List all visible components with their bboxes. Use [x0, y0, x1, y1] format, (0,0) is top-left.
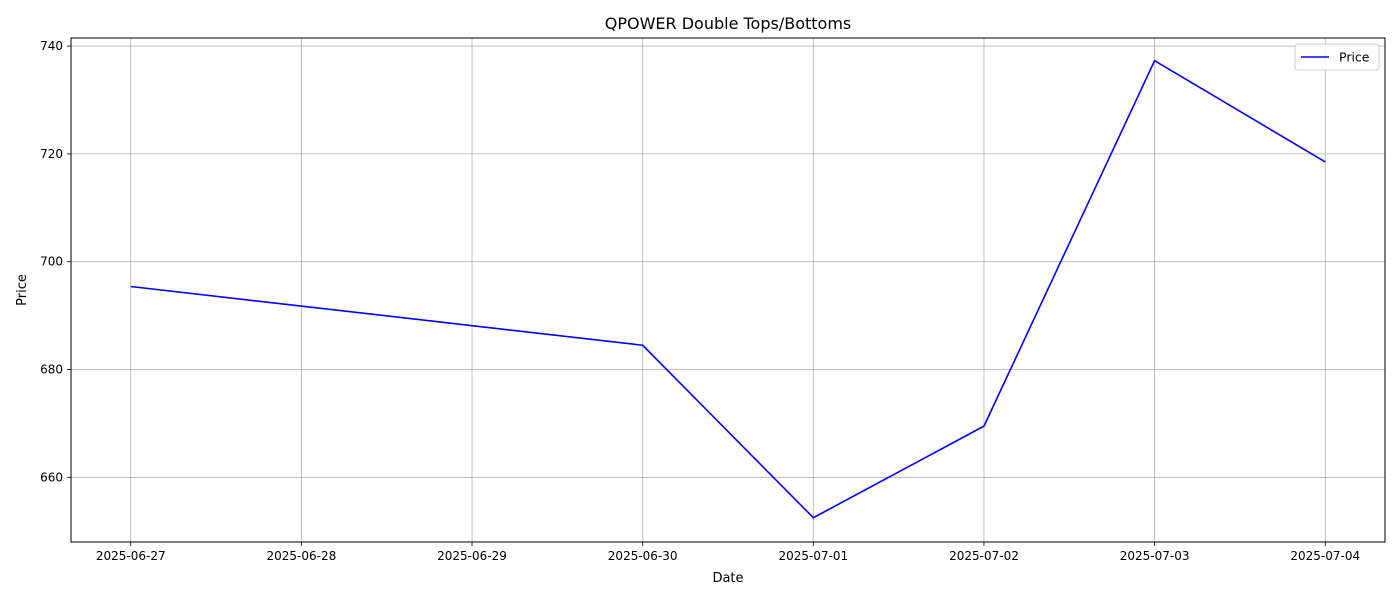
y-tick-label: 680 — [40, 363, 63, 377]
series-line-price — [130, 59, 1326, 519]
x-axis-label: Date — [712, 571, 743, 586]
chart-title: QPOWER Double Tops/Bottoms — [605, 14, 852, 33]
x-axis-ticks: 2025-06-27 2025-06-28 2025-06-29 2025-06-30… — [96, 542, 1360, 563]
legend: Price — [1294, 43, 1380, 71]
x-tick-label: 2025-07-01 — [778, 549, 848, 563]
series-layer — [130, 59, 1326, 519]
x-tick-label: 2025-06-28 — [267, 549, 337, 563]
x-tick-label: 2025-06-29 — [437, 549, 507, 563]
plot-frame — [70, 37, 1386, 543]
y-axis-ticks: 660 680 700 720 740 — [40, 39, 71, 484]
y-tick-label: 740 — [40, 39, 63, 53]
y-axis-label: Price — [15, 274, 30, 306]
gridlines — [71, 38, 1385, 542]
y-tick-label: 700 — [40, 255, 63, 269]
x-tick-label: 2025-06-27 — [96, 549, 166, 563]
y-tick-label: 720 — [40, 147, 63, 161]
x-tick-label: 2025-07-03 — [1120, 549, 1190, 563]
legend-label-price: Price — [1339, 50, 1370, 65]
x-tick-label: 2025-07-04 — [1290, 549, 1360, 563]
y-tick-label: 660 — [40, 470, 63, 484]
x-tick-label: 2025-07-02 — [949, 549, 1019, 563]
legend-box — [1294, 43, 1380, 71]
x-tick-label: 2025-06-30 — [608, 549, 678, 563]
